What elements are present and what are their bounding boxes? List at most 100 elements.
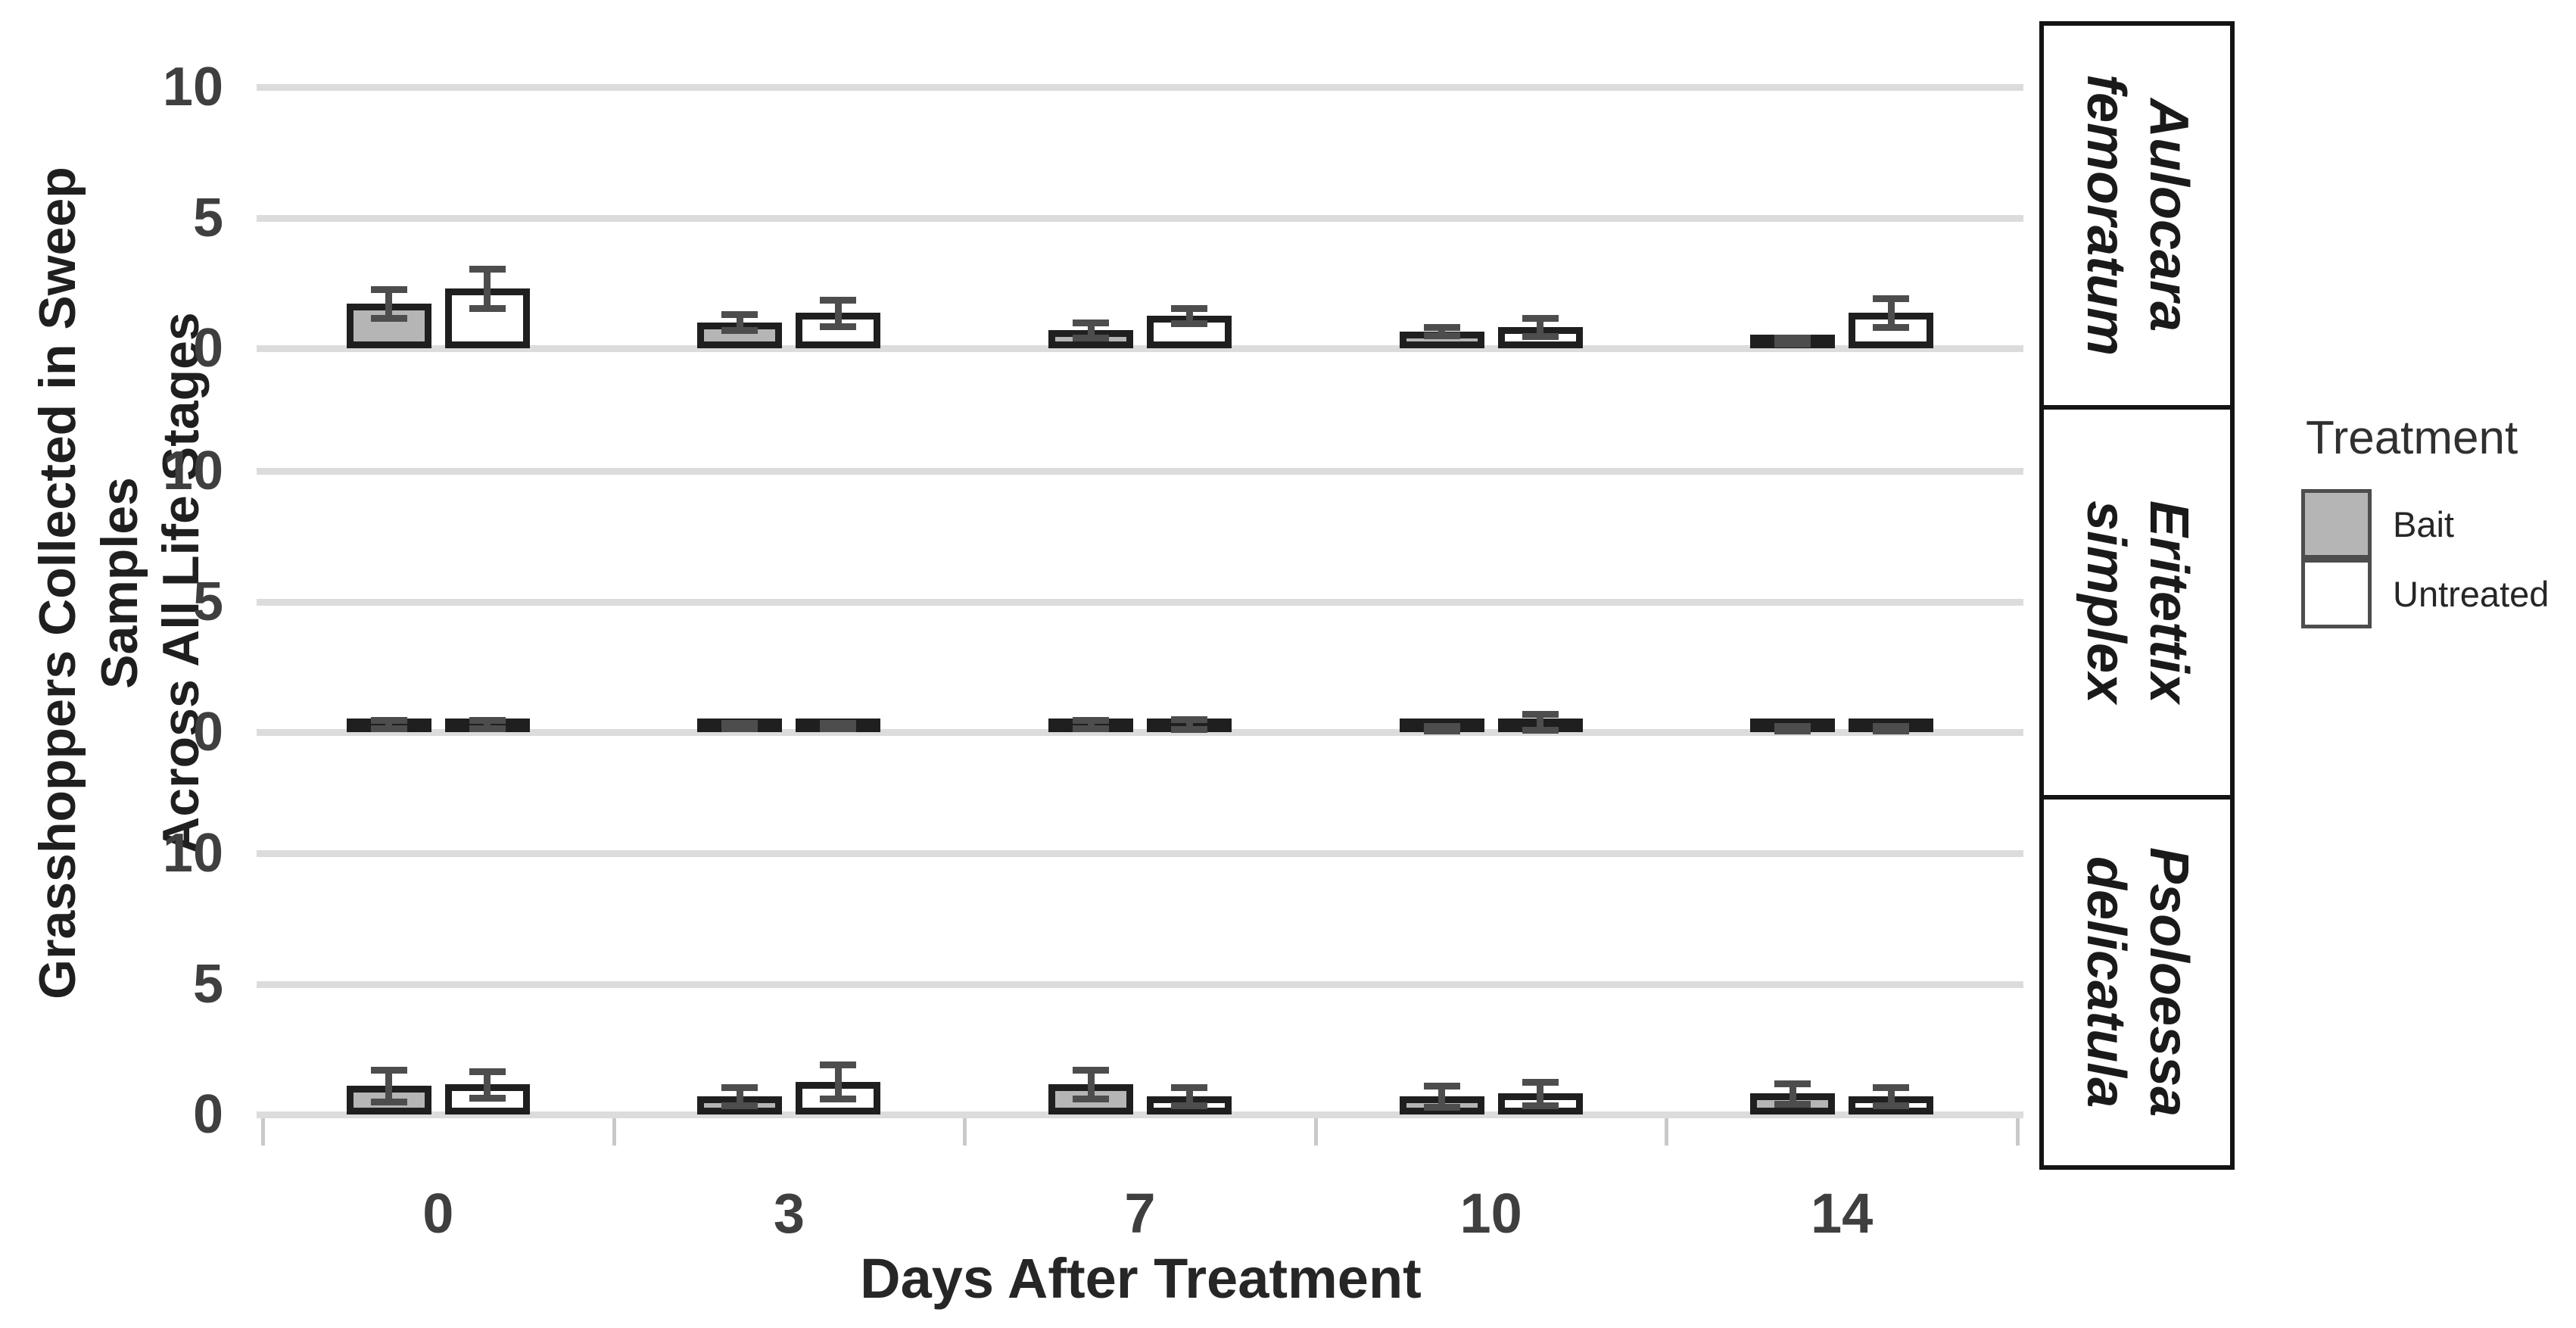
gridline-y0	[257, 729, 2023, 736]
error-bar-line	[1185, 1086, 1193, 1105]
y-tick-label: 0	[192, 318, 223, 379]
error-bar-line	[736, 314, 743, 330]
error-bar-cap-top	[370, 1067, 407, 1074]
error-bar-cap-top	[1423, 1083, 1460, 1090]
error-bar-line	[385, 1070, 393, 1102]
y-tick-label: 0	[192, 702, 223, 762]
error-bar-cap-bottom	[1423, 332, 1460, 339]
x-tick-label: 0	[422, 1182, 454, 1245]
error-bar-cap-top	[721, 719, 758, 727]
error-bar-cap-bottom	[1423, 1103, 1460, 1111]
error-bar-cap-top	[1774, 334, 1811, 341]
legend: Treatment Bait Untreated	[2301, 415, 2574, 628]
legend-title: Treatment	[2306, 412, 2518, 464]
untreated-swatch-icon	[2301, 559, 2372, 628]
error-bar-line	[1537, 318, 1544, 337]
error-bar-cap-top	[1073, 717, 1109, 725]
y-tick-label: 10	[162, 57, 223, 117]
x-tick-label: 3	[773, 1182, 805, 1245]
error-bar-line	[1537, 1081, 1544, 1105]
error-bar-cap-top	[1522, 710, 1559, 718]
x-axis-tickmark	[261, 1118, 265, 1146]
error-bar-cap-top	[1171, 1083, 1207, 1091]
error-bar-cap-top	[1423, 723, 1460, 731]
error-bar-line	[385, 720, 393, 728]
error-bar-line	[1887, 298, 1895, 328]
error-bar-cap-top	[721, 311, 758, 319]
error-bar-cap-bottom	[1774, 340, 1811, 348]
x-tick-label: 7	[1124, 1182, 1156, 1245]
gridline-y10	[257, 850, 2023, 857]
error-bar-cap-bottom	[469, 1094, 506, 1102]
error-bar-cap-bottom	[1522, 1102, 1559, 1109]
error-bar-cap-bottom	[1873, 727, 1910, 734]
error-bar-cap-bottom	[1774, 727, 1811, 734]
error-bar-cap-bottom	[469, 304, 506, 312]
error-bar-cap-bottom	[1873, 1102, 1910, 1109]
error-bar-cap-bottom	[1873, 324, 1910, 332]
error-bar-line	[1537, 713, 1544, 730]
gridline-y5	[257, 980, 2023, 988]
x-axis-tickmark	[1313, 1118, 1318, 1146]
error-bar-cap-top	[721, 1083, 758, 1091]
error-bar-cap-top	[1873, 723, 1910, 731]
error-bar-line	[484, 720, 491, 728]
y-tick-label: 5	[192, 953, 223, 1015]
error-bar-cap-bottom	[820, 1096, 857, 1103]
error-bar-cap-bottom	[820, 725, 857, 732]
error-bar-cap-top	[469, 265, 506, 273]
gridline-y10	[257, 84, 2023, 91]
error-bar-cap-bottom	[469, 725, 506, 732]
error-bar-cap-bottom	[370, 725, 407, 732]
error-bar-cap-top	[1423, 324, 1460, 332]
x-tick-label: 14	[1811, 1182, 1874, 1245]
facet-label: Eritettix simplex	[2076, 500, 2199, 704]
error-bar-line	[736, 1086, 743, 1105]
gridline-y5	[257, 598, 2023, 606]
facet-strip-cell-1: Aulocara femoratum	[2044, 26, 2230, 410]
error-bar-line	[484, 1071, 491, 1098]
error-bar-cap-bottom	[721, 1102, 758, 1109]
error-bar-line	[1087, 720, 1095, 728]
error-bar-line	[1789, 1083, 1796, 1105]
legend-rows: Bait Untreated	[2301, 489, 2574, 628]
y-tick-label: 5	[192, 187, 223, 248]
x-axis-title: Days After Treatment	[860, 1247, 1422, 1310]
error-bar-cap-bottom	[1522, 333, 1559, 341]
error-bar-cap-bottom	[370, 315, 407, 323]
facet-label: Psoloessa delicatula	[2076, 847, 2199, 1118]
y-tick-label: 0	[192, 1084, 223, 1145]
gridline-y5	[257, 214, 2023, 222]
legend-label-bait: Bait	[2393, 503, 2454, 544]
gridline-y0	[257, 1111, 2023, 1118]
error-bar-cap-top	[1774, 1080, 1811, 1087]
error-bar-cap-bottom	[1522, 726, 1559, 734]
x-axis-tickmark	[612, 1118, 616, 1146]
error-bar-cap-top	[820, 297, 857, 304]
error-bar-line	[1087, 1070, 1095, 1099]
error-bar-cap-bottom	[1774, 1101, 1811, 1108]
error-bar-cap-top	[370, 717, 407, 725]
error-bar-cap-top	[1171, 304, 1207, 312]
facet-strip-cell-2: Eritettix simplex	[2044, 410, 2230, 800]
x-axis-tickmark	[1665, 1118, 1669, 1146]
error-bar-cap-bottom	[370, 1098, 407, 1105]
error-bar-line	[834, 300, 842, 326]
error-bar-cap-top	[469, 717, 506, 725]
error-bar-cap-bottom	[1073, 335, 1109, 342]
facet-strip-cell-3: Psoloessa delicatula	[2044, 800, 2230, 1165]
y-tick-label: 5	[192, 571, 223, 632]
error-bar-cap-top	[1522, 315, 1559, 323]
error-bar-line	[1887, 1086, 1895, 1105]
error-bar-line	[1087, 322, 1095, 338]
legend-item-untreated: Untreated	[2301, 559, 2574, 628]
y-tick-label: 10	[162, 823, 223, 884]
error-bar-cap-top	[1873, 295, 1910, 303]
error-bar-cap-top	[1073, 1067, 1109, 1074]
error-bar-line	[1438, 1086, 1446, 1107]
error-bar-line	[834, 1065, 842, 1099]
gridline-y0	[257, 345, 2023, 352]
error-bar-cap-top	[1073, 319, 1109, 326]
